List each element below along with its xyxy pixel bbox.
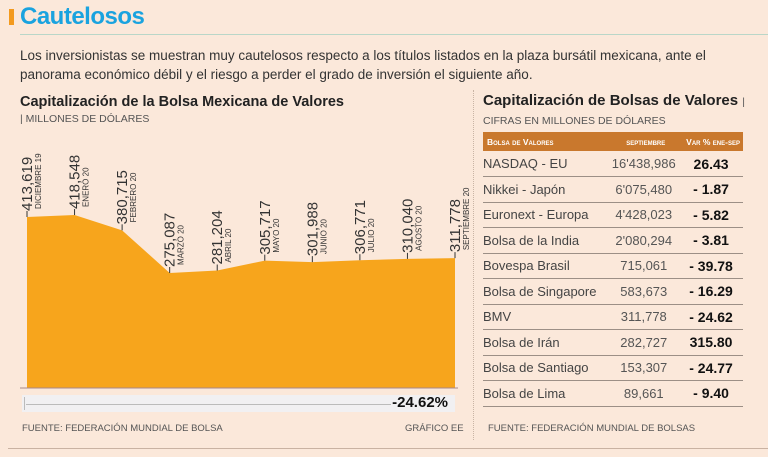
- value-label: 305,717: [257, 200, 274, 254]
- lead-paragraph: Los inversionistas se muestran muy caute…: [20, 48, 706, 82]
- table-row: Bolsa de Santiago 153,307- 24.77: [483, 355, 743, 381]
- change-value: - 3.81: [679, 227, 743, 254]
- table-source: FUENTE: FEDERACIÓN MUNDIAL DE BOLSAS: [488, 423, 696, 434]
- table-title: Capitalización de Bolsas de Valores | CI…: [483, 92, 763, 130]
- september-value: 2'080,294: [608, 227, 680, 254]
- page-title: Cautelosos: [20, 3, 145, 30]
- month-label: DICIEMBRE 19: [34, 153, 43, 209]
- bottom-divider: [8, 448, 768, 449]
- month-label: MARZO 20: [177, 224, 186, 265]
- table-row: Bolsa de Irán 282,727 315.80: [483, 329, 743, 356]
- exchange-name: Bolsa de Santiago: [483, 355, 609, 381]
- value-label: 275,087: [162, 213, 179, 267]
- month-label: MAYO 20: [272, 218, 281, 253]
- value-label: 281,204: [209, 210, 226, 264]
- column-divider: [473, 90, 474, 440]
- exchange-name: BMV: [483, 304, 609, 330]
- table-row: Bolsa de Singapore 583,673- 16.29: [483, 278, 743, 305]
- month-label: FEBRERO 20: [129, 172, 138, 222]
- september-value: 715,061: [608, 253, 680, 279]
- month-label: ENERO 20: [82, 167, 91, 207]
- change-value: - 9.40: [679, 380, 743, 407]
- chart-credit: GRÁFICO EE: [405, 423, 464, 434]
- chart-subtitle: | MILLONES DE DÓLARES: [20, 113, 150, 125]
- table-header-row: Bolsa de Valores septiembre Var % ene-se…: [483, 132, 743, 151]
- month-label: SEPTIEMBRE 20: [462, 187, 470, 250]
- exchange-name: Nikkei - Japón: [483, 176, 609, 203]
- table-row: Bovespa Brasil 715,061- 39.78: [483, 253, 743, 279]
- change-value: - 39.78: [679, 253, 743, 279]
- value-label: 418,548: [67, 155, 84, 209]
- september-value: 583,673: [608, 278, 680, 305]
- month-label: JUNIO 20: [319, 218, 328, 254]
- table-row: Bolsa de la India 2'080,294- 3.81: [483, 227, 743, 254]
- change-value: - 24.77: [679, 355, 743, 381]
- col-header-change: Var % ene-sep: [679, 132, 743, 151]
- table-subtitle: | CIFRAS EN MILLONES DE DÓLARES: [483, 96, 746, 127]
- exchange-name: Bolsa de Irán: [483, 329, 609, 356]
- exchange-name: Bolsa de Singapore: [483, 278, 609, 305]
- september-value: 16'438,986: [608, 151, 680, 177]
- month-label: JULIO 20: [367, 218, 376, 252]
- september-value: 6'075,480: [608, 176, 680, 203]
- table-title-text: Capitalización de Bolsas de Valores: [483, 92, 739, 109]
- month-label: ABRIL 20: [224, 228, 233, 262]
- september-value: 4'428,023: [608, 202, 680, 228]
- area-series: [27, 215, 455, 388]
- value-label: 310,040: [399, 199, 416, 253]
- exchange-name: Bovespa Brasil: [483, 253, 609, 279]
- chart-source: FUENTE: FEDERACIÓN MUNDIAL DE BOLSA: [22, 423, 223, 434]
- table-row: Bolsa de Lima 89,661- 9.40: [483, 380, 743, 407]
- table-row: BMV 311,778- 24.62: [483, 304, 743, 330]
- exchange-name: Bolsa de Lima: [483, 380, 609, 407]
- september-value: 282,727: [608, 329, 680, 356]
- table-row: Euronext - Europa 4'428,023- 5.82: [483, 202, 743, 228]
- change-value: 315.80: [679, 329, 743, 356]
- table-row: NASDAQ - EU 16'438,986 26.43: [483, 151, 743, 177]
- col-header-september: septiembre: [608, 132, 680, 151]
- value-label: 380,715: [114, 170, 131, 224]
- title-divider: [20, 34, 768, 35]
- change-value: - 24.62: [679, 304, 743, 330]
- september-value: 153,307: [608, 355, 680, 381]
- september-value: 89,661: [608, 380, 680, 407]
- change-value: 26.43: [679, 151, 743, 177]
- change-value: - 5.82: [679, 202, 743, 228]
- change-bar: [22, 395, 455, 412]
- table-row: Nikkei - Japón 6'075,480- 1.87: [483, 176, 743, 203]
- month-label: AGOSTO 20: [414, 205, 423, 251]
- change-tick: [24, 397, 25, 410]
- change-label: -24.62%: [392, 394, 448, 411]
- change-value: - 16.29: [679, 278, 743, 305]
- september-value: 311,778: [608, 304, 680, 330]
- chart-title: Capitalización de la Bolsa Mexicana de V…: [20, 94, 344, 110]
- change-value: - 1.87: [679, 176, 743, 203]
- exchange-name: NASDAQ - EU: [483, 151, 609, 177]
- title-accent-bar: [9, 9, 14, 25]
- exchanges-table: Bolsa de Valores septiembre Var % ene-se…: [483, 132, 743, 407]
- value-label: 311,778: [447, 199, 464, 252]
- value-label: 413,619: [19, 157, 36, 211]
- value-label: 306,771: [352, 200, 369, 254]
- col-header-exchange: Bolsa de Valores: [483, 132, 609, 151]
- exchange-name: Bolsa de la India: [483, 227, 609, 254]
- change-line: [26, 404, 391, 405]
- exchange-name: Euronext - Europa: [483, 202, 609, 228]
- value-label: 301,988: [304, 202, 321, 256]
